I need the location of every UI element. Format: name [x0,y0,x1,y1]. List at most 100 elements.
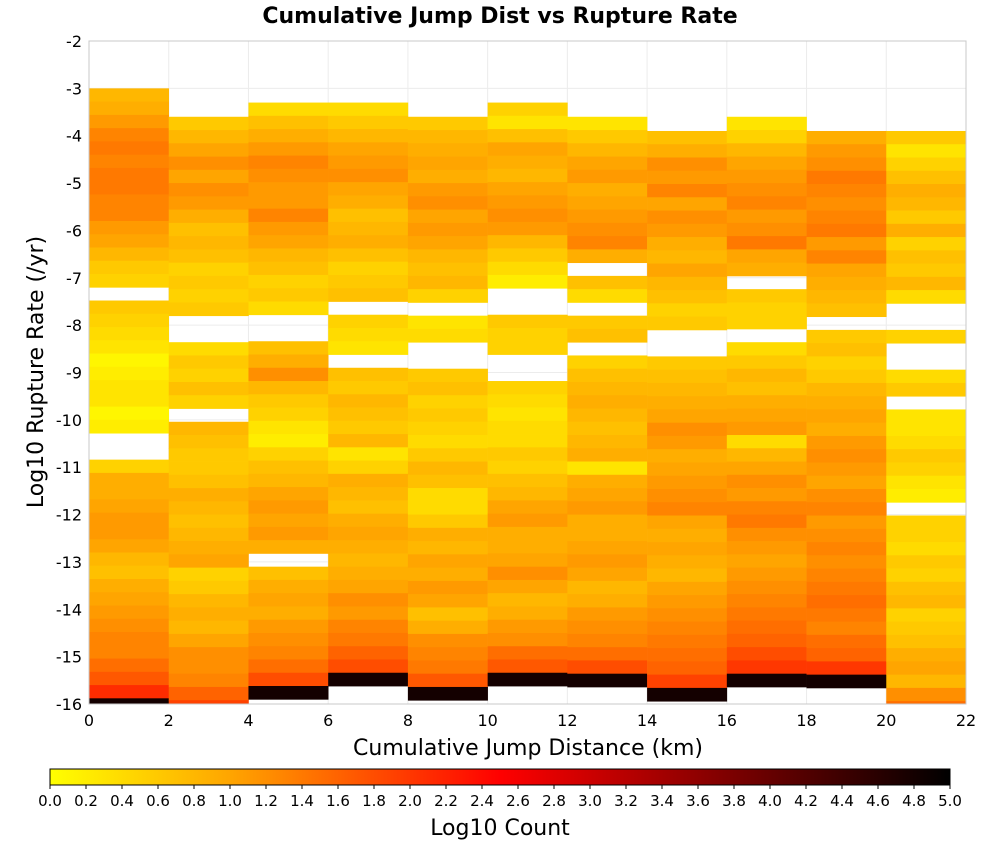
heatmap-cell [248,672,329,687]
colorbar-tick-label: 3.4 [650,792,674,810]
colorbar-tick-label: 3.8 [722,792,746,810]
heatmap-cell [726,474,807,489]
heatmap-cell [168,435,249,449]
plot-border [88,40,967,705]
colorbar-tick-label: 4.2 [794,792,818,810]
heatmap-cell [248,115,329,130]
heatmap-cell [806,396,887,410]
heatmap-cell [168,169,249,184]
heatmap-cell [168,143,249,157]
heatmap-cell [806,223,887,238]
heatmap-cell [886,449,967,463]
heatmap-cell [806,237,887,251]
heatmap-cell [806,648,887,662]
heatmap-cell [726,395,807,409]
heatmap-cell [647,157,728,172]
heatmap-cell [168,501,249,515]
heatmap-cell [248,659,329,674]
y-tick-label: -6 [66,221,82,240]
colorbar-tick-label: 2.6 [506,792,530,810]
heatmap-cell [487,672,568,687]
heatmap-cell [806,369,887,384]
heatmap-cell [567,408,648,423]
heatmap-cell [248,248,329,263]
heatmap-cell [726,222,807,237]
heatmap-cell [407,196,488,210]
heatmap-cell [89,645,170,659]
y-tick-label: -14 [56,600,82,619]
heatmap-cell [647,502,728,516]
colorbar-tick-label: 1.8 [362,792,386,810]
heatmap-cell [407,143,488,157]
heatmap-cell [647,568,728,583]
heatmap-cell [168,156,249,171]
heatmap-cell [487,381,568,395]
heatmap-cell [806,634,887,649]
heatmap-cell [567,222,648,237]
heatmap-cell [487,102,568,117]
heatmap-cell [168,514,249,529]
heatmap-cell [726,633,807,648]
heatmap-cell [886,130,967,145]
heatmap-cell [328,606,409,621]
heatmap-cell [407,183,488,197]
heatmap-cell [726,594,807,608]
heatmap-cell [886,555,967,569]
colorbar-tick-label: 5.0 [938,792,962,810]
heatmap-cell [407,501,488,515]
heatmap-cell [89,194,170,209]
heatmap-cell [89,260,170,275]
heatmap-cell [726,541,807,555]
heatmap-cell [886,157,967,172]
heatmap-cell [726,381,807,396]
x-tick-label: 20 [876,711,896,730]
heatmap-cell [407,686,488,701]
heatmap-cell [726,116,807,131]
heatmap-cell [567,448,648,462]
heatmap-cell [168,567,249,582]
heatmap-cell [89,88,170,103]
heatmap-cell [487,221,568,236]
heatmap-cell [168,580,249,595]
heatmap-cell [487,460,568,475]
heatmap-cell [647,382,728,397]
heatmap-cell [89,167,170,182]
heatmap-cell [567,421,648,436]
heatmap-cell [567,660,648,675]
x-tick-label: 14 [637,711,657,730]
heatmap-cell [647,674,728,689]
heatmap-cell [806,608,887,622]
heatmap-cell [407,209,488,224]
x-tick-label: 16 [717,711,737,730]
heatmap-cell [726,660,807,675]
heatmap-cell [248,686,329,700]
heatmap-cell [647,263,728,278]
heatmap-cell [487,526,568,541]
heatmap-cell [567,647,648,661]
heatmap-cell [567,275,648,290]
heatmap-cell [726,368,807,383]
heatmap-cell [89,114,170,129]
heatmap-cell [89,632,170,646]
heatmap-cell [328,367,409,382]
heatmap-cell [328,646,409,660]
heatmap-cell [567,156,648,171]
heatmap-cell [886,369,967,384]
heatmap-cell [89,539,170,553]
heatmap-cell [806,449,887,463]
heatmap-cell [328,487,409,501]
colorbar-ticks: 0.0 0.2 0.4 0.6 0.8 1.0 1.2 1.4 1.6 1.8 2.0 2.2 2.4 2… [38,785,962,810]
heatmap-cell [726,488,807,502]
colorbar-tick-label: 3.2 [614,792,638,810]
heatmap-cell [168,222,249,237]
heatmap-cell [248,407,329,422]
heatmap-cell [886,595,967,609]
heatmap-cell [886,475,967,490]
heatmap-cell [328,407,409,422]
heatmap-cell [806,157,887,172]
heatmap-cell [567,381,648,396]
heatmap-cell [567,633,648,648]
heatmap-cell [248,540,329,554]
heatmap-cell [567,395,648,409]
heatmap-cell [89,273,170,288]
